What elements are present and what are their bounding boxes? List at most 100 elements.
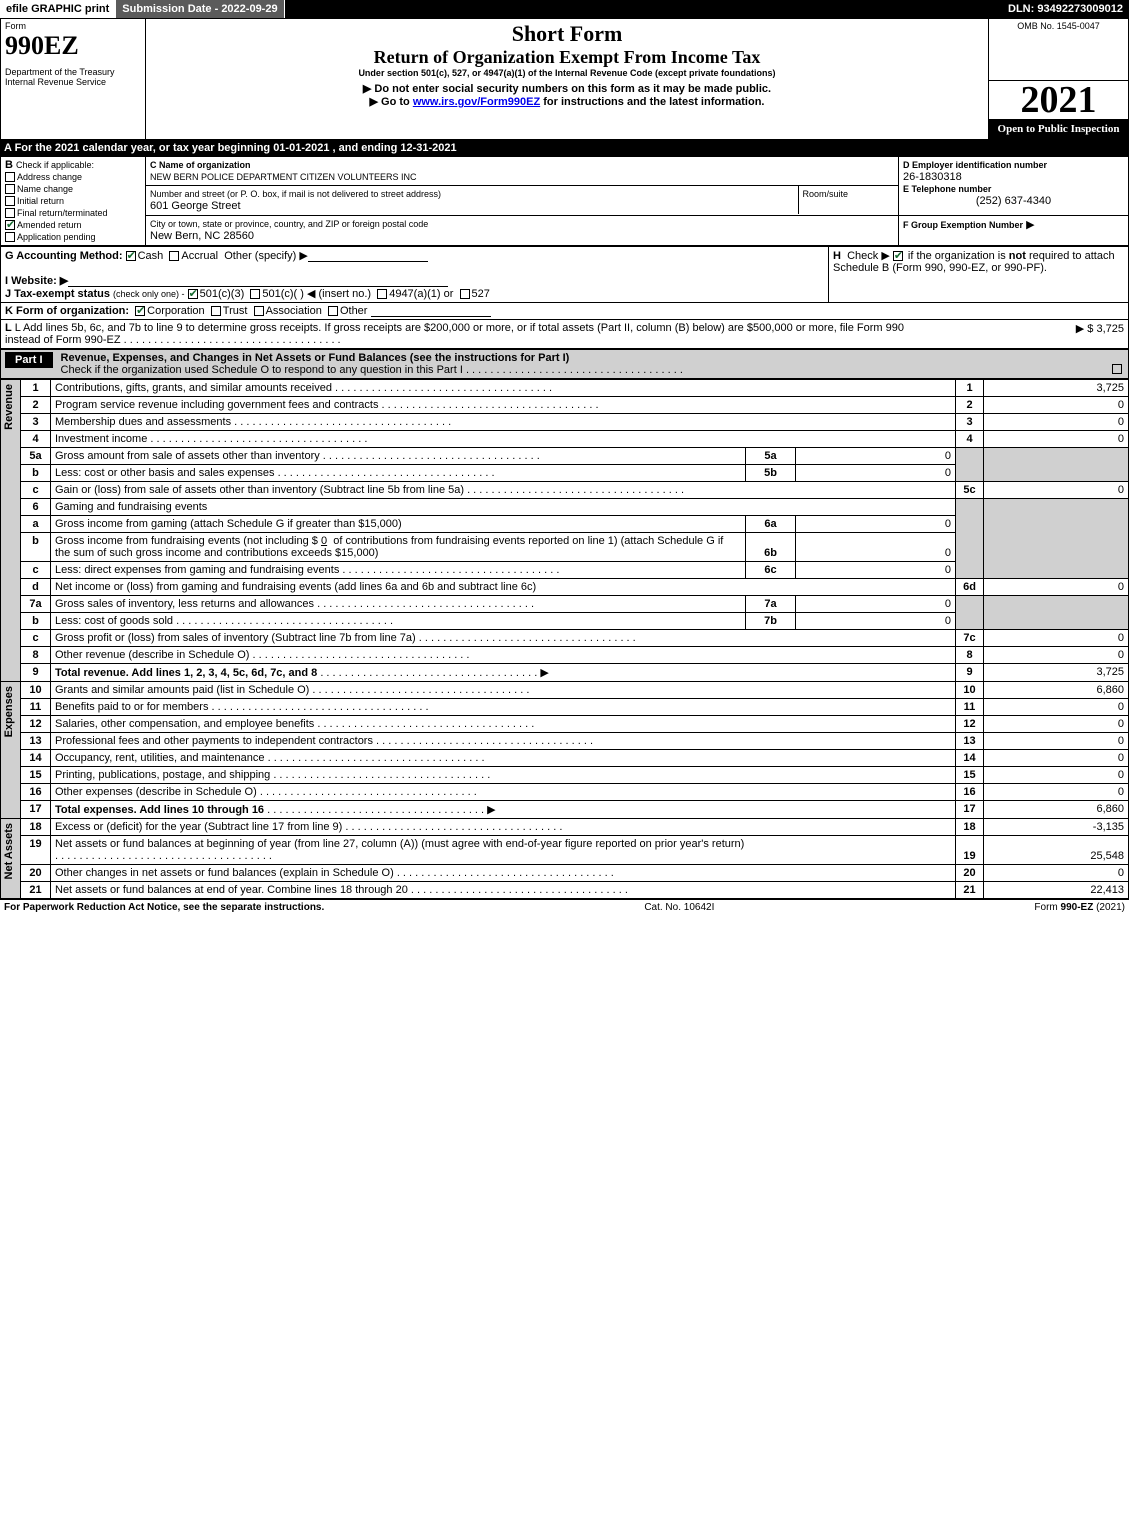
cb-label-1: Name change bbox=[17, 184, 73, 194]
l20-num: 20 bbox=[21, 864, 51, 881]
l5c-num: c bbox=[21, 481, 51, 498]
i-website-label: I Website: ▶ bbox=[5, 275, 68, 287]
l3-amt: 0 bbox=[984, 413, 1129, 430]
c-name-label: C Name of organization bbox=[150, 160, 251, 170]
j-501c3-checkbox[interactable] bbox=[188, 289, 198, 299]
l13-rn: 13 bbox=[956, 732, 984, 749]
l5a-subamt: 0 bbox=[796, 447, 956, 464]
k-opt-0: Corporation bbox=[147, 305, 204, 317]
l12-desc: Salaries, other compensation, and employ… bbox=[55, 718, 314, 730]
l6a-subamt: 0 bbox=[796, 515, 956, 532]
l15-num: 15 bbox=[21, 766, 51, 783]
l6b-subamt: 0 bbox=[796, 532, 956, 561]
l6d-amt: 0 bbox=[984, 578, 1129, 595]
l14-amt: 0 bbox=[984, 749, 1129, 766]
other-specify-blank[interactable] bbox=[308, 250, 428, 262]
l1-desc: Contributions, gifts, grants, and simila… bbox=[55, 382, 332, 394]
accrual-checkbox[interactable] bbox=[169, 251, 179, 261]
l5c-desc: Gain or (loss) from sale of assets other… bbox=[55, 484, 464, 496]
l5b-num: b bbox=[21, 464, 51, 481]
cb-label-4: Amended return bbox=[17, 220, 82, 230]
h-checkbox[interactable] bbox=[893, 251, 903, 261]
l5b-sub: 5b bbox=[746, 464, 796, 481]
k-other-checkbox[interactable] bbox=[328, 306, 338, 316]
j-label: J Tax-exempt status bbox=[5, 288, 110, 300]
ssn-warning: ▶ Do not enter social security numbers o… bbox=[150, 82, 984, 95]
l11-amt: 0 bbox=[984, 698, 1129, 715]
checkbox-final-return[interactable]: Final return/terminated bbox=[5, 207, 141, 219]
h-text2: if the organization is bbox=[908, 250, 1009, 262]
footer-left: For Paperwork Reduction Act Notice, see … bbox=[4, 902, 324, 913]
l-amount: ▶ $ 3,725 bbox=[1076, 322, 1124, 346]
goto-line: ▶ Go to www.irs.gov/Form990EZ for instru… bbox=[150, 95, 984, 108]
city-label: City or town, state or province, country… bbox=[150, 219, 428, 229]
l7c-amt: 0 bbox=[984, 629, 1129, 646]
l7b-subamt: 0 bbox=[796, 612, 956, 629]
lines-table: Revenue 1 Contributions, gifts, grants, … bbox=[0, 379, 1129, 899]
l18-num: 18 bbox=[21, 818, 51, 835]
footer-right-pre: Form bbox=[1034, 902, 1060, 913]
org-name: NEW BERN POLICE DEPARTMENT CITIZEN VOLUN… bbox=[150, 172, 417, 182]
cash-checkbox[interactable] bbox=[126, 251, 136, 261]
j-501c-checkbox[interactable] bbox=[250, 289, 260, 299]
k-corp-checkbox[interactable] bbox=[135, 306, 145, 316]
check-if-applicable: Check if applicable: bbox=[16, 160, 94, 170]
l10-amt: 6,860 bbox=[984, 681, 1129, 698]
website-blank[interactable] bbox=[68, 275, 448, 287]
irs-link[interactable]: www.irs.gov/Form990EZ bbox=[413, 96, 540, 108]
l18-desc: Excess or (deficit) for the year (Subtra… bbox=[55, 821, 342, 833]
l2-num: 2 bbox=[21, 396, 51, 413]
l1-num: 1 bbox=[21, 379, 51, 396]
l6b-sub: 6b bbox=[746, 532, 796, 561]
l6d-num: d bbox=[21, 578, 51, 595]
phone-value: (252) 637-4340 bbox=[903, 195, 1124, 207]
checkbox-amended-return[interactable]: Amended return bbox=[5, 219, 141, 231]
l18-amt: -3,135 bbox=[984, 818, 1129, 835]
street-value: 601 George Street bbox=[150, 200, 241, 212]
k-other-blank[interactable] bbox=[371, 305, 491, 317]
l15-rn: 15 bbox=[956, 766, 984, 783]
l7b-num: b bbox=[21, 612, 51, 629]
page-footer: For Paperwork Reduction Act Notice, see … bbox=[0, 899, 1129, 915]
l5b-subamt: 0 bbox=[796, 464, 956, 481]
cb-label-3: Final return/terminated bbox=[17, 208, 108, 218]
l2-amt: 0 bbox=[984, 396, 1129, 413]
k-opt-3: Other bbox=[340, 305, 368, 317]
l19-num: 19 bbox=[21, 835, 51, 864]
goto-post: for instructions and the latest informat… bbox=[540, 96, 764, 108]
efile-print-label[interactable]: efile GRAPHIC print bbox=[0, 0, 116, 18]
l9-num: 9 bbox=[21, 663, 51, 681]
l6c-desc: Less: direct expenses from gaming and fu… bbox=[55, 564, 339, 576]
l17-amt: 6,860 bbox=[984, 800, 1129, 818]
city-value: New Bern, NC 28560 bbox=[150, 230, 254, 242]
checkbox-address-change[interactable]: Address change bbox=[5, 171, 141, 183]
f-arrow: ▶ bbox=[1026, 219, 1034, 231]
checkbox-initial-return[interactable]: Initial return bbox=[5, 195, 141, 207]
l6c-subamt: 0 bbox=[796, 561, 956, 578]
j-527-checkbox[interactable] bbox=[460, 289, 470, 299]
l6d-rn: 6d bbox=[956, 578, 984, 595]
l13-desc: Professional fees and other payments to … bbox=[55, 735, 373, 747]
l6c-sub: 6c bbox=[746, 561, 796, 578]
l8-num: 8 bbox=[21, 646, 51, 663]
j-4947-checkbox[interactable] bbox=[377, 289, 387, 299]
l14-num: 14 bbox=[21, 749, 51, 766]
l1-rn: 1 bbox=[956, 379, 984, 396]
l5a-num: 5a bbox=[21, 447, 51, 464]
part-i-label: Part I bbox=[5, 352, 53, 368]
checkbox-name-change[interactable]: Name change bbox=[5, 183, 141, 195]
l9-desc: Total revenue. Add lines 1, 2, 3, 4, 5c,… bbox=[55, 667, 317, 679]
part-i-checkbox[interactable] bbox=[1112, 364, 1122, 374]
k-trust-checkbox[interactable] bbox=[211, 306, 221, 316]
l8-desc: Other revenue (describe in Schedule O) bbox=[55, 649, 249, 661]
l4-desc: Investment income bbox=[55, 433, 147, 445]
l21-num: 21 bbox=[21, 881, 51, 898]
j-opt4: 527 bbox=[472, 288, 490, 300]
l16-desc: Other expenses (describe in Schedule O) bbox=[55, 786, 257, 798]
l7a-subamt: 0 bbox=[796, 595, 956, 612]
l5a-sub: 5a bbox=[746, 447, 796, 464]
l11-rn: 11 bbox=[956, 698, 984, 715]
k-assoc-checkbox[interactable] bbox=[254, 306, 264, 316]
l15-amt: 0 bbox=[984, 766, 1129, 783]
checkbox-application-pending[interactable]: Application pending bbox=[5, 231, 141, 243]
